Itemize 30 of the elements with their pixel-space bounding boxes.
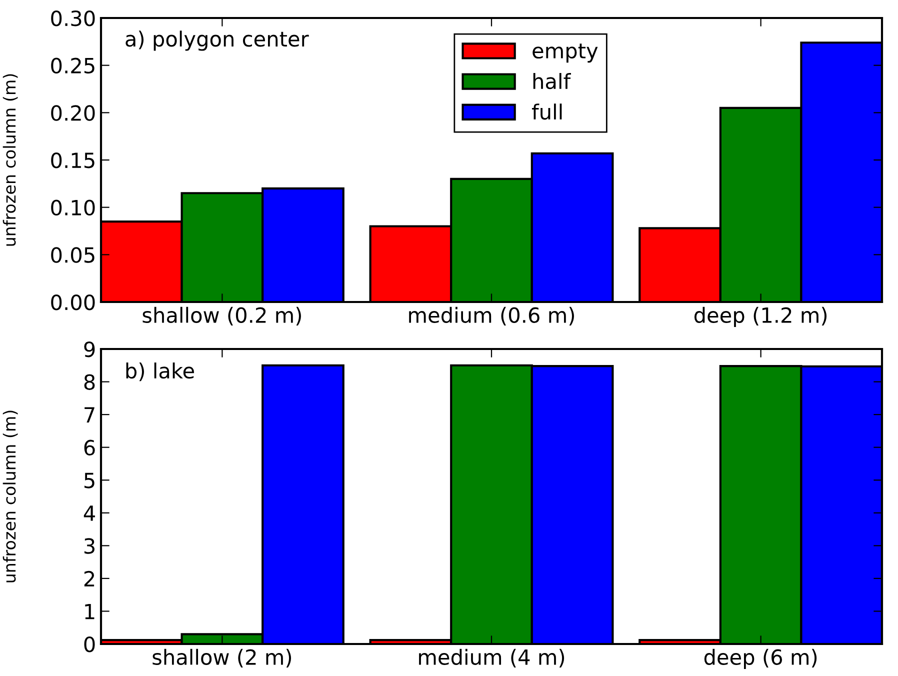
annotation: a) polygon center xyxy=(126,30,309,51)
legend-label: full xyxy=(532,104,562,120)
y-tick-label: 3 xyxy=(84,538,94,554)
y-tick-label: 0.20 xyxy=(51,105,95,121)
x-tick-label: deep (6 m) xyxy=(704,648,817,670)
x-tick-label: deep (1.2 m) xyxy=(694,306,827,328)
y-tick-label: 7 xyxy=(84,407,94,422)
y-tick-label: 2 xyxy=(84,570,94,586)
y-tick-label: 0.10 xyxy=(51,200,95,216)
y-tick-label: 0.15 xyxy=(51,152,94,168)
y-tick-label: 5 xyxy=(84,472,94,488)
y-tick-label: 0 xyxy=(84,636,95,652)
y-axis-title: unfrozen column (m) xyxy=(2,74,18,246)
y-tick-label: 4 xyxy=(84,506,95,521)
annotation: b) lake xyxy=(126,362,194,382)
y-tick-label: 8 xyxy=(84,374,95,390)
y-tick-label: 6 xyxy=(84,440,95,456)
legend-label: empty xyxy=(532,44,598,63)
y-tick-label: 0.25 xyxy=(51,58,94,74)
y-tick-label: 0.00 xyxy=(51,294,95,310)
y-axis-title: unfrozen column (m) xyxy=(2,410,18,582)
y-tick-label: 1 xyxy=(85,604,94,620)
x-tick-label: shallow (2 m) xyxy=(152,648,292,668)
legend-label: half xyxy=(533,73,571,90)
x-tick-label: medium (4 m) xyxy=(419,648,564,668)
x-tick-label: medium (0.6 m) xyxy=(409,306,574,326)
y-tick-label: 0.05 xyxy=(51,247,94,263)
y-tick-label: 0.30 xyxy=(51,10,95,26)
y-tick-label: 9 xyxy=(84,341,95,358)
x-tick-label: shallow (0.2 m) xyxy=(142,306,301,326)
